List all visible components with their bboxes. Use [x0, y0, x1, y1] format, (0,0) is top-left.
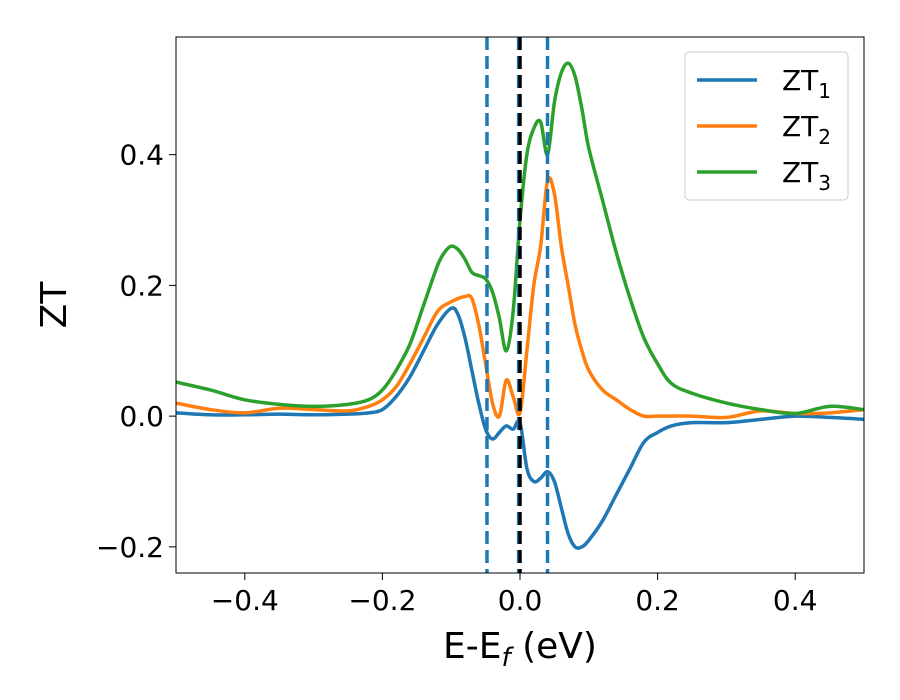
y-axis-ticks: −0.2 0.0 0.2 0.4	[96, 139, 176, 564]
x-axis-title-unit: (eV)	[511, 626, 597, 667]
x-tick-label: 0.0	[498, 584, 543, 617]
reference-lines	[485, 37, 550, 573]
legend: ZT1 ZT2 ZT3	[684, 51, 849, 201]
legend-label-1: ZT1	[782, 64, 831, 103]
x-tick-label: 0.4	[773, 584, 818, 617]
x-tick-label: −0.4	[211, 584, 279, 617]
x-axis-ticks: −0.4 −0.2 0.0 0.2 0.4	[211, 573, 818, 617]
y-tick-label: 0.4	[119, 139, 164, 172]
y-tick-label: 0.0	[119, 400, 164, 433]
series-line-2	[176, 175, 864, 420]
y-tick-label: 0.2	[119, 269, 164, 302]
x-axis-title-main: E-E	[443, 626, 501, 667]
y-axis-title: ZT	[34, 281, 75, 329]
legend-box	[684, 51, 849, 201]
x-tick-label: 0.2	[635, 584, 680, 617]
legend-label-2: ZT2	[782, 110, 831, 149]
legend-label-3: ZT3	[782, 156, 831, 195]
series-line-3	[176, 61, 864, 416]
x-tick-label: −0.2	[348, 584, 416, 617]
y-tick-label: −0.2	[96, 531, 164, 564]
x-axis-title: E-Ef (eV)	[443, 626, 597, 673]
